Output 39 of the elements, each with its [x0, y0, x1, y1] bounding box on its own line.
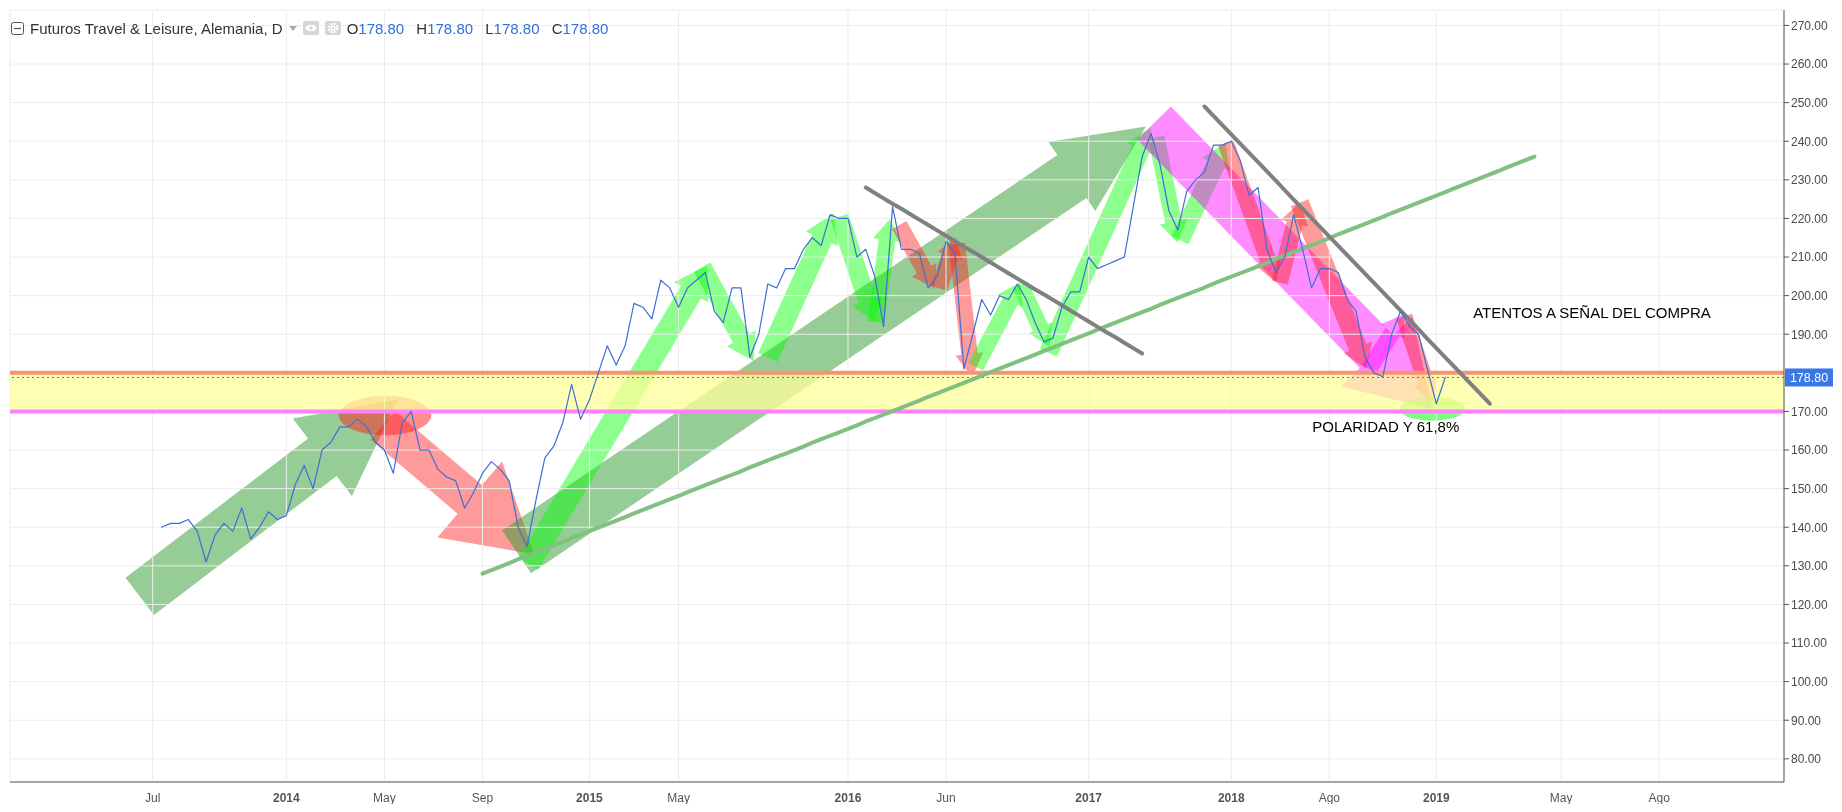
x-tick-label: 2018	[1217, 790, 1245, 805]
y-tick-label: 140.00	[1791, 520, 1829, 535]
y-tick-label: 190.00	[1791, 327, 1829, 342]
y-tick-label: 220.00	[1791, 211, 1829, 226]
x-tick-label: 2015	[576, 790, 604, 805]
x-tick-label: 2014	[273, 790, 301, 805]
x-tick-label: May	[1549, 790, 1573, 805]
y-tick-label: 250.00	[1791, 95, 1829, 110]
y-tick-label: 160.00	[1791, 443, 1829, 458]
text: Futuros Travel & Leisure, Alemania, D	[30, 19, 283, 37]
y-tick-label: 110.00	[1791, 636, 1828, 651]
y-tick-label: 200.00	[1791, 288, 1829, 303]
text: O178.80 H178.80 L178.80 C178.80	[346, 19, 609, 37]
x-tick-label: Sep	[471, 790, 494, 805]
y-tick-label: 240.00	[1791, 134, 1829, 149]
y-tick-label: 120.00	[1791, 597, 1829, 612]
y-tick-label: 100.00	[1791, 674, 1829, 689]
y-tick-label: 230.00	[1791, 173, 1829, 188]
y-tick-label: 80.00	[1791, 752, 1822, 767]
x-tick-label: Ago	[1648, 790, 1671, 805]
x-tick-label: May	[667, 790, 690, 805]
x-tick-label: 2016	[834, 790, 862, 805]
y-tick-label: 170.00	[1791, 404, 1829, 419]
x-tick-label: 2017	[1075, 790, 1103, 805]
annotation: POLARIDAD Y 61,8%	[1312, 418, 1460, 437]
annotation: ATENTOS A SEÑAL DEL COMPRA	[1473, 303, 1711, 322]
y-tick-label: 210.00	[1791, 250, 1829, 265]
y-tick-label: 260.00	[1791, 57, 1829, 72]
x-tick-label: 2019	[1422, 790, 1450, 805]
y-tick-label: 270.00	[1791, 18, 1829, 33]
x-tick-label: Jun	[936, 790, 956, 805]
x-tick-label: Jul	[144, 790, 161, 805]
y-tick-label: 130.00	[1791, 559, 1829, 574]
x-tick-label: May	[373, 790, 396, 805]
ref-line-label: 178.80	[1789, 370, 1829, 385]
y-tick-label: 90.00	[1791, 713, 1822, 728]
x-tick-label: Ago	[1318, 790, 1341, 805]
y-tick-label: 150.00	[1791, 481, 1829, 496]
line-series	[863, 185, 1145, 356]
